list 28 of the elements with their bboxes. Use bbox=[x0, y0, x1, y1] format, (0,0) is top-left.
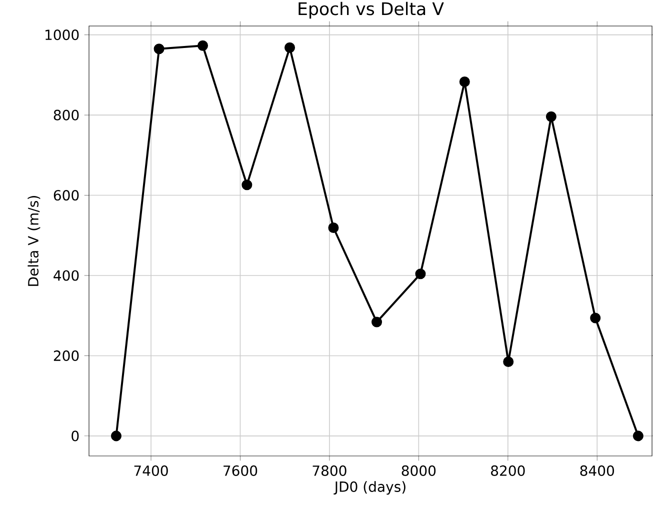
point bbox=[503, 356, 514, 368]
point bbox=[328, 222, 339, 234]
y-tick-label: 0 bbox=[72, 430, 79, 442]
point bbox=[198, 40, 208, 51]
point bbox=[459, 76, 470, 88]
point bbox=[546, 111, 556, 122]
point bbox=[242, 180, 252, 190]
point bbox=[415, 268, 426, 280]
point bbox=[154, 44, 164, 54]
x-tick-label: 7400 bbox=[134, 465, 168, 476]
point bbox=[110, 430, 122, 442]
y-tick-label: 400 bbox=[54, 270, 79, 281]
x-tick-label: 7600 bbox=[224, 465, 258, 476]
point bbox=[284, 42, 296, 53]
x-axis-title: JD0 (days) bbox=[334, 481, 406, 495]
point bbox=[632, 430, 644, 442]
x-tick-label: 8400 bbox=[580, 465, 614, 476]
y-axis-title: Delta V (m/s) bbox=[28, 196, 40, 286]
y-tick-label: 200 bbox=[54, 350, 79, 362]
chart-title: Epoch vs Delta V bbox=[298, 2, 444, 19]
x-tick-label: 8000 bbox=[402, 465, 436, 476]
y-tick-label: 600 bbox=[54, 190, 79, 201]
x-tick-label: 7800 bbox=[312, 465, 346, 476]
x-tick-label: 8200 bbox=[491, 465, 525, 476]
point bbox=[371, 316, 382, 328]
point bbox=[590, 312, 601, 324]
y-tick-label: 800 bbox=[54, 110, 79, 120]
y-tick-label: 1000 bbox=[46, 30, 79, 40]
